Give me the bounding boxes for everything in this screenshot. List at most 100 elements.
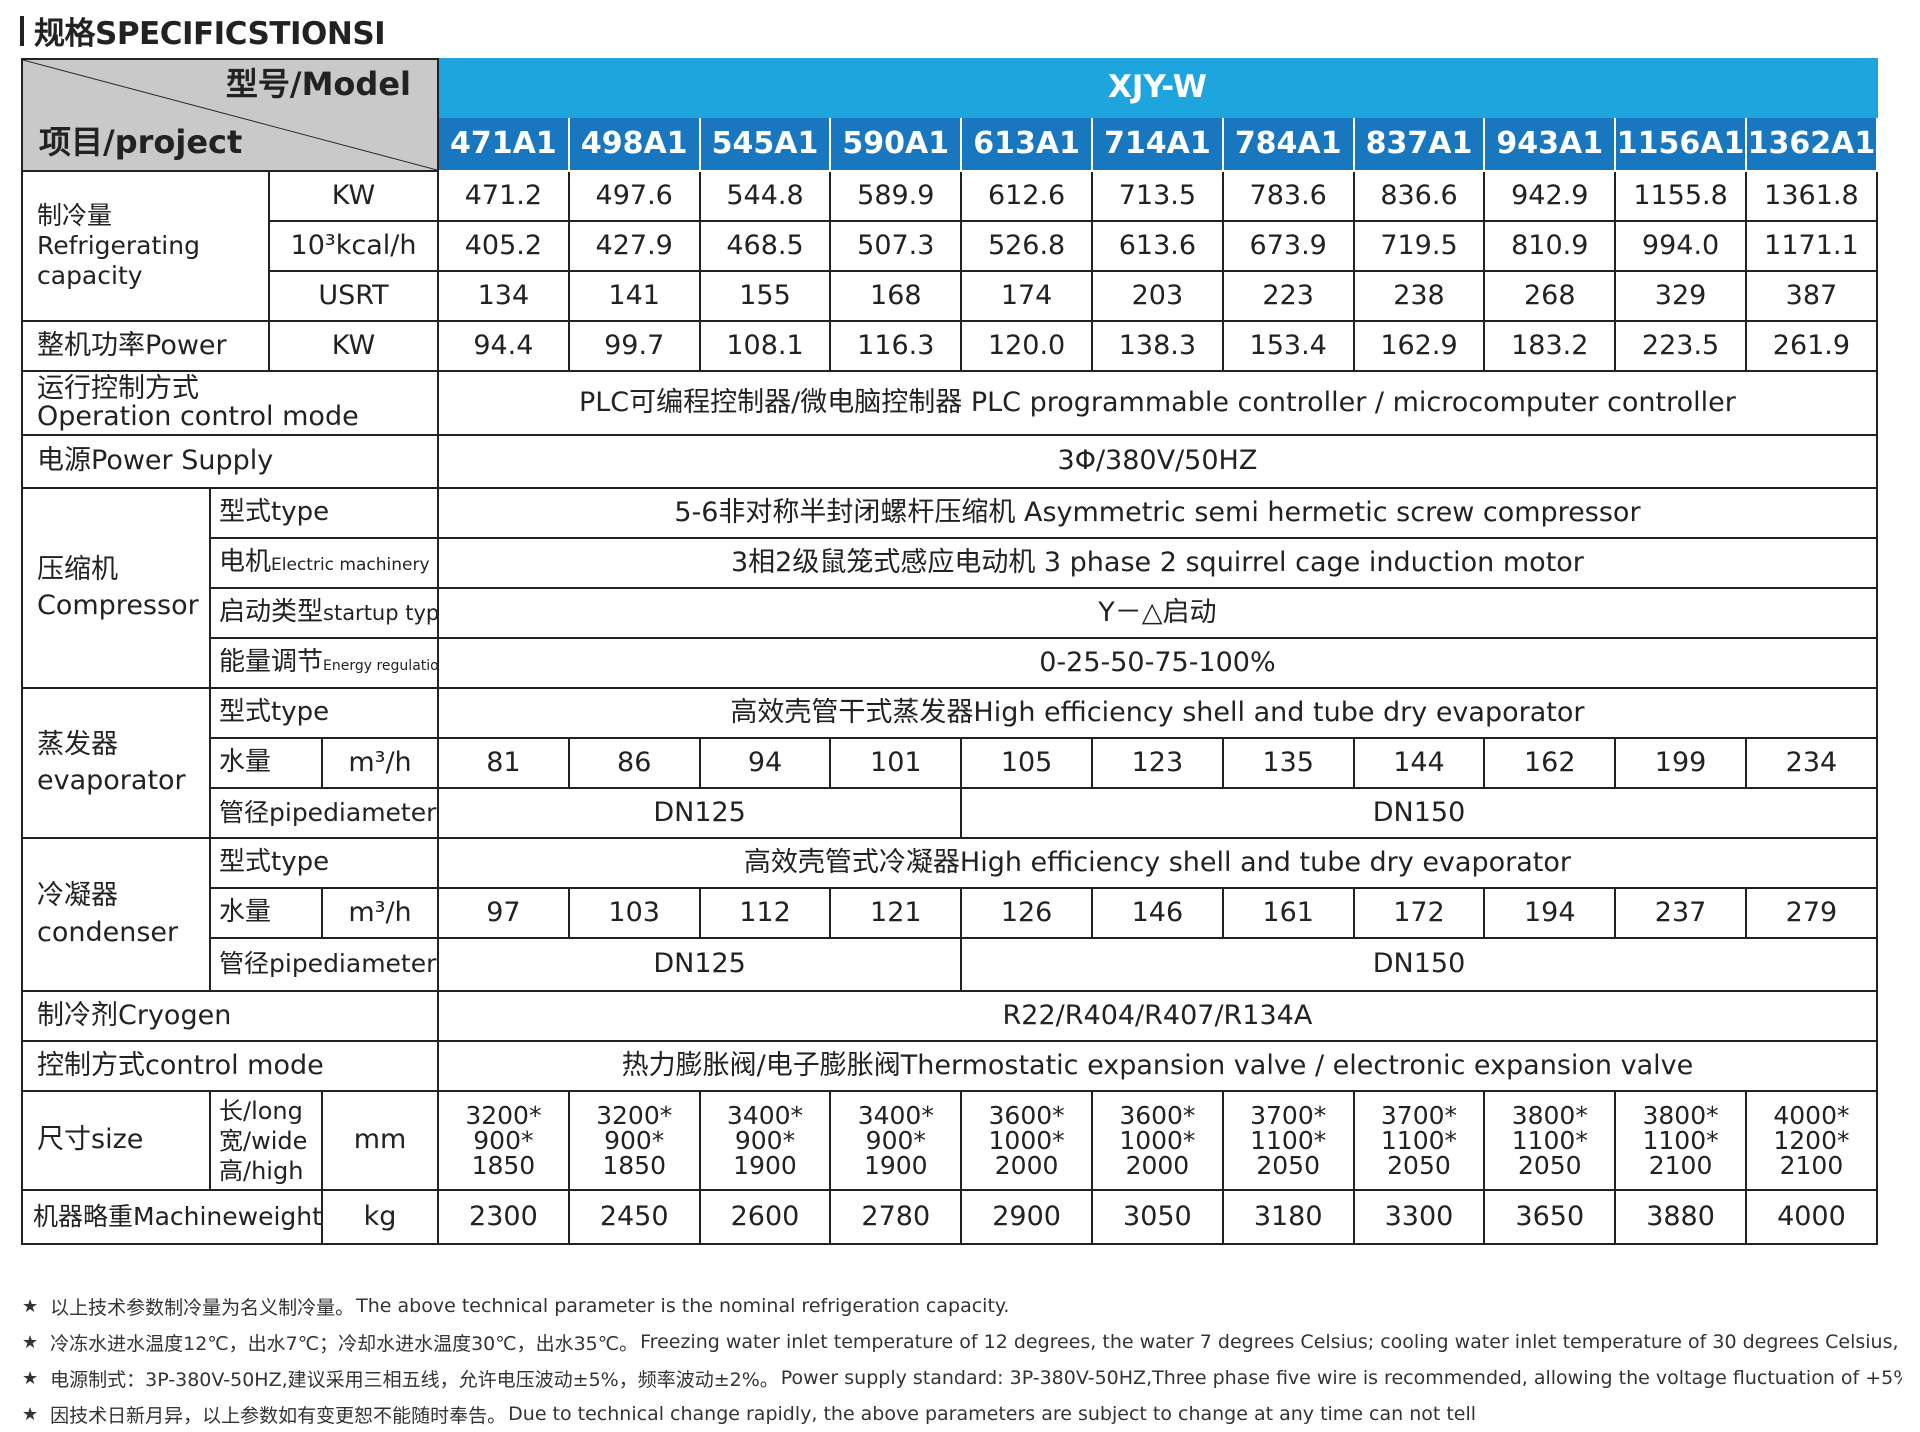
value-cell: 994.0 [1614,220,1747,272]
condenser-water-label: 水量 [209,887,323,939]
size-wide: 1100* [1250,1126,1327,1155]
dim-long-label: 长/long [219,1096,303,1125]
model-header-cell: 545A1 [698,115,832,172]
size-long: 3400* [857,1101,934,1130]
value-cell: 468.5 [698,220,832,272]
size-value-cell: 3600* 1000* 2000 [1090,1090,1224,1191]
size-long: 3600* [988,1101,1065,1130]
value-cell: 155 [698,270,832,322]
value-cell: 183.2 [1483,320,1617,372]
value-cell: 329 [1614,270,1747,322]
footnotes: ★ 以上技术参数制冷量为名义制冷量。 The above technical par… [22,1288,1902,1432]
value-cell: 126 [960,887,1093,939]
value-cell: 153.4 [1221,320,1355,372]
series-header: XJY-W [437,58,1878,118]
evaporator-type-value: 高效壳管干式蒸发器High efficiency shell and tube … [437,687,1878,739]
footnote: ★ 冷冻水进水温度12℃，出水7℃；冷却水进水温度30℃，出水35℃。 Freezi… [22,1324,1902,1360]
size-high: 1850 [471,1151,536,1180]
value-cell: 162.9 [1352,320,1486,372]
control-mode-value: 热力膨胀阀/电子膨胀阀Thermostatic expansion valve … [437,1040,1878,1092]
star-icon: ★ [22,1367,39,1389]
size-wide: 900* [473,1126,534,1155]
capacity-kw-row: 制冷量 Refrigerating capacity KW 471.2 497.6… [21,170,1878,322]
size-wide: 1000* [1119,1126,1196,1155]
footnote-en: The above technical parameter is the nom… [356,1295,1010,1317]
evaporator-pipe-dn150: DN150 [960,787,1878,839]
value-cell: 120.0 [960,320,1093,372]
value-cell: 134 [437,270,570,322]
size-wide: 1100* [1511,1126,1588,1155]
size-high: 2100 [1648,1151,1713,1180]
size-long: 4000* [1773,1101,1850,1130]
size-wide: 1100* [1642,1126,1719,1155]
control-mode-row: 控制方式control mode 热力膨胀阀/电子膨胀阀Thermostatic… [21,1040,1878,1092]
value-cell: 589.9 [829,170,963,222]
value-cell: 99.7 [567,320,701,372]
power-row: 整机功率Power KW 94.4 99.7 108.1 116.3 120.0 138.… [21,320,1878,372]
value-cell: 168 [829,270,963,322]
compressor-label: 压缩机 Compressor [21,487,211,689]
value-cell: 427.9 [567,220,701,272]
value-cell: 810.9 [1483,220,1617,272]
value-cell: 405.2 [437,220,570,272]
value-cell: 138.3 [1090,320,1224,372]
evaporator-water-row: 水量 m³/h 81 86 94 101 105 123 135 144 162 199 234 [22,737,1878,789]
size-value-cell: 3700* 1100* 2050 [1352,1090,1486,1191]
operation-control-value: PLC可编程控制器/微电脑控制器 PLC programmable contro… [437,370,1878,436]
footnote: ★ 以上技术参数制冷量为名义制冷量。 The above technical par… [22,1288,1902,1324]
size-value-cell: 3400* 900* 1900 [698,1090,832,1191]
size-long: 3400* [726,1101,804,1130]
size-value-cell: 3200* 900* 1850 [437,1090,570,1191]
value-cell: 172 [1352,887,1486,939]
footnote-en: Due to technical change rapidly, the abo… [508,1403,1477,1425]
value-cell: 86 [567,737,701,789]
size-wide: 1000* [988,1126,1065,1155]
value-cell: 174 [960,270,1093,322]
size-value-cell: 3800* 1100* 2100 [1614,1090,1747,1191]
value-cell: 194 [1483,887,1617,939]
value-cell: 2900 [960,1189,1093,1245]
size-high: 1850 [602,1151,666,1180]
project-header-label: 项目/project [39,123,243,162]
footnote-cn: 因技术日新月异，以上参数如有变更恕不能随时奉告。 [50,1404,507,1427]
value-cell: 268 [1483,270,1617,322]
power-supply-value: 3Φ/380V/50HZ [437,434,1878,489]
value-cell: 141 [567,270,701,322]
compressor-type-row: 压缩机 Compressor 型式type 5-6非对称半封闭螺杆压缩机 Asy… [21,487,1878,689]
model-row: 471A1 498A1 545A1 590A1 613A1 714A1 784A1 837A1… [22,115,1878,172]
value-cell: 3180 [1221,1189,1355,1245]
condenser-type-row: 冷凝器 condenser 型式type 高效壳管式冷凝器High effici… [21,837,1878,992]
power-supply-label: 电源Power Supply [21,434,439,489]
size-value-cell: 3400* 900* 1900 [829,1090,963,1191]
value-cell: 103 [567,887,701,939]
condenser-water-unit: m³/h [321,887,439,939]
weight-label: 机器略重Machineweight [21,1189,323,1245]
size-long: 3700* [1380,1101,1458,1130]
value-cell: 279 [1744,887,1878,939]
star-icon: ★ [22,1403,39,1425]
value-cell: 719.5 [1352,220,1486,272]
evaporator-label-cn: 蒸发器 [37,728,118,760]
footnote-en: Power supply standard: 3P-380V-50HZ,Thre… [780,1367,1902,1389]
size-long: 3200* [596,1101,673,1130]
weight-row: 机器略重Machineweight kg 2300 2450 2600 2780 290… [21,1189,1878,1245]
size-value-cell: 3600* 1000* 2000 [960,1090,1093,1191]
condenser-label-cn: 冷凝器 [37,880,118,912]
startup-label-cn: 启动类型 [219,597,324,628]
value-cell: 97 [437,887,570,939]
size-value-cell: 3800* 1100* 2050 [1483,1090,1617,1191]
size-row: 尺寸size 长/long 宽/wide 高/high mm 3200* 900*… [21,1090,1878,1191]
value-cell: 101 [829,737,963,789]
value-cell: 3880 [1614,1189,1747,1245]
evaporator-label: 蒸发器 evaporator [21,687,211,839]
power-unit: KW [268,320,439,372]
compressor-motor-row: 电机Electric machinery 3相2级鼠笼式感应电动机 3 phas… [22,537,1878,589]
operation-control-row: 运行控制方式 Operation control mode PLC可编程控制器/… [21,370,1878,436]
value-cell: 836.6 [1352,170,1486,222]
cryogen-value: R22/R404/R407/R134A [437,990,1878,1042]
compressor-type-label: 型式type [209,487,439,539]
model-header-cell: 714A1 [1090,115,1224,172]
size-wide: 900* [734,1126,796,1155]
energy-label-cn: 能量调节 [219,647,324,678]
dim-wide-label: 宽/wide [219,1126,308,1155]
